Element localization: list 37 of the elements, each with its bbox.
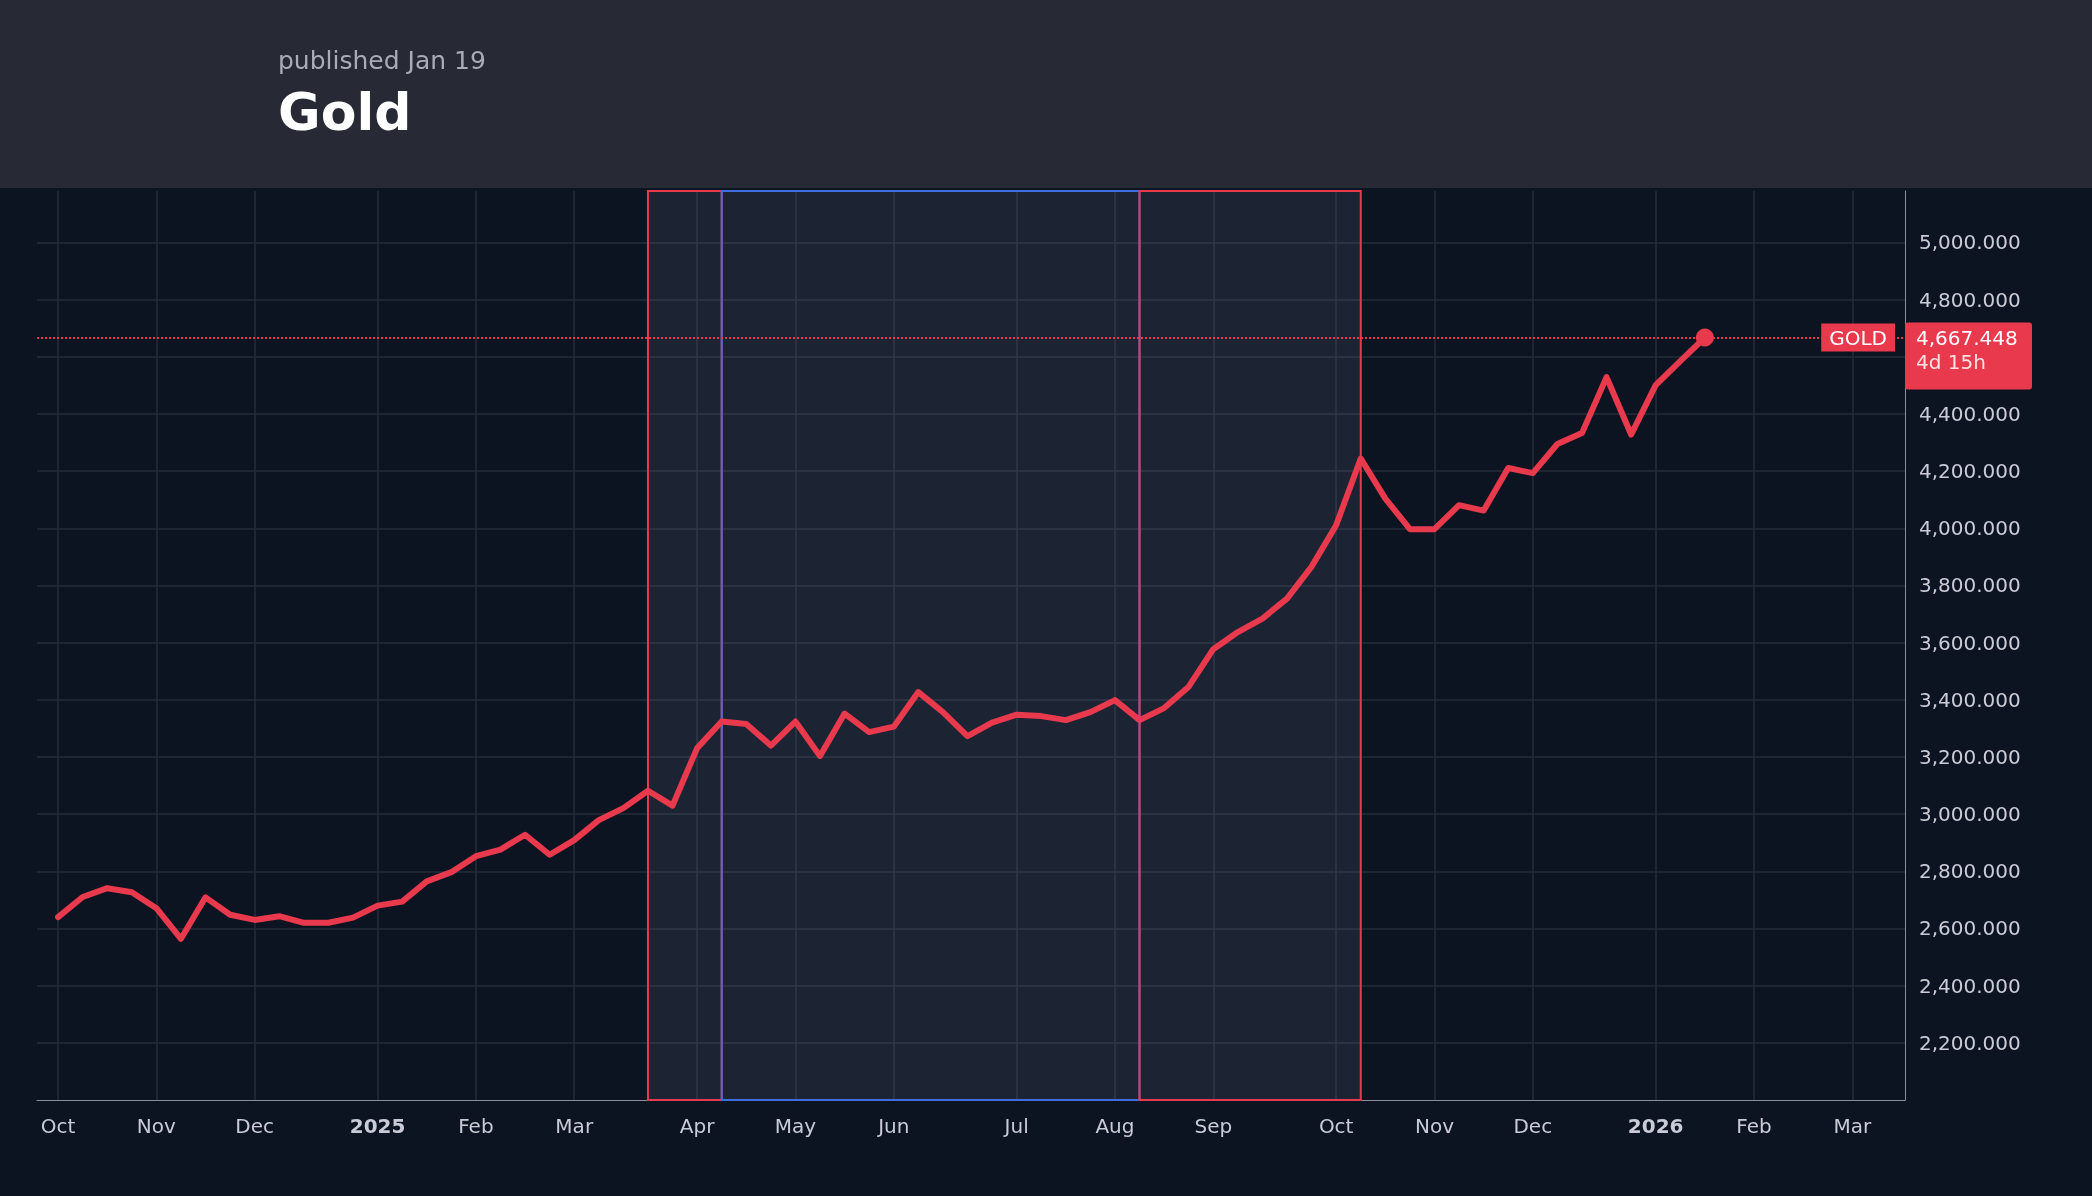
y-tick-label: 4,800.000	[1919, 287, 2021, 312]
y-tick-label: 3,600.000	[1919, 630, 2021, 655]
y-tick-label: 3,400.000	[1919, 687, 2021, 712]
y-tick-label: 4,200.000	[1919, 459, 2021, 484]
x-tick-label: Feb	[458, 1114, 494, 1138]
x-tick-label: Jun	[876, 1114, 910, 1138]
x-tick-label: Dec	[1513, 1114, 1553, 1138]
x-tick-label: Mar	[555, 1114, 594, 1138]
x-tick-label: Oct	[40, 1114, 76, 1138]
x-tick-label: Feb	[1736, 1114, 1772, 1138]
x-tick-label: Dec	[235, 1114, 275, 1138]
x-tick-label: Mar	[1833, 1114, 1872, 1138]
y-tick-label: 3,000.000	[1919, 802, 2021, 827]
x-tick-label: Apr	[679, 1114, 716, 1138]
x-tick-label: 2025	[349, 1114, 406, 1138]
y-tick-label: 2,400.000	[1919, 973, 2021, 998]
y-tick-label: 3,800.000	[1919, 573, 2021, 598]
chart-title: Gold	[278, 82, 412, 142]
y-tick-label: 2,800.000	[1919, 859, 2021, 884]
x-tick-label: May	[774, 1114, 817, 1138]
y-tick-label: 4,400.000	[1919, 401, 2021, 426]
text: 4,667.448	[1916, 325, 2018, 350]
y-tick-label: 2,600.000	[1919, 916, 2021, 941]
text: 4d 15h	[1916, 349, 1986, 374]
x-tick-label: Sep	[1194, 1114, 1233, 1138]
y-tick-label: 2,200.000	[1919, 1030, 2021, 1055]
y-tick-label: 3,200.000	[1919, 744, 2021, 769]
y-tick-label: 4,000.000	[1919, 516, 2021, 541]
x-tick-label: Nov	[1414, 1114, 1455, 1138]
ref-line-label: GOLD	[1829, 325, 1887, 350]
x-tick-label: Nov	[136, 1114, 177, 1138]
x-tick-label: 2026	[1627, 1114, 1684, 1138]
x-tick-label: Jul	[1002, 1114, 1029, 1138]
chart-subtitle: published Jan 19	[278, 46, 486, 75]
y-tick-label: 5,000.000	[1919, 230, 2021, 255]
x-tick-label: Oct	[1318, 1114, 1354, 1138]
x-tick-label: Aug	[1095, 1114, 1135, 1138]
